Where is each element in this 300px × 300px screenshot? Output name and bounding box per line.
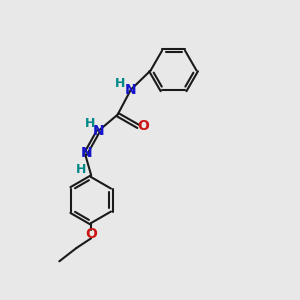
Text: H: H [85,117,95,130]
Text: O: O [85,227,97,241]
Text: H: H [76,163,86,176]
Text: H: H [116,77,126,90]
Text: N: N [93,124,104,138]
Text: N: N [125,82,137,97]
Text: N: N [81,146,92,160]
Text: O: O [138,119,149,134]
